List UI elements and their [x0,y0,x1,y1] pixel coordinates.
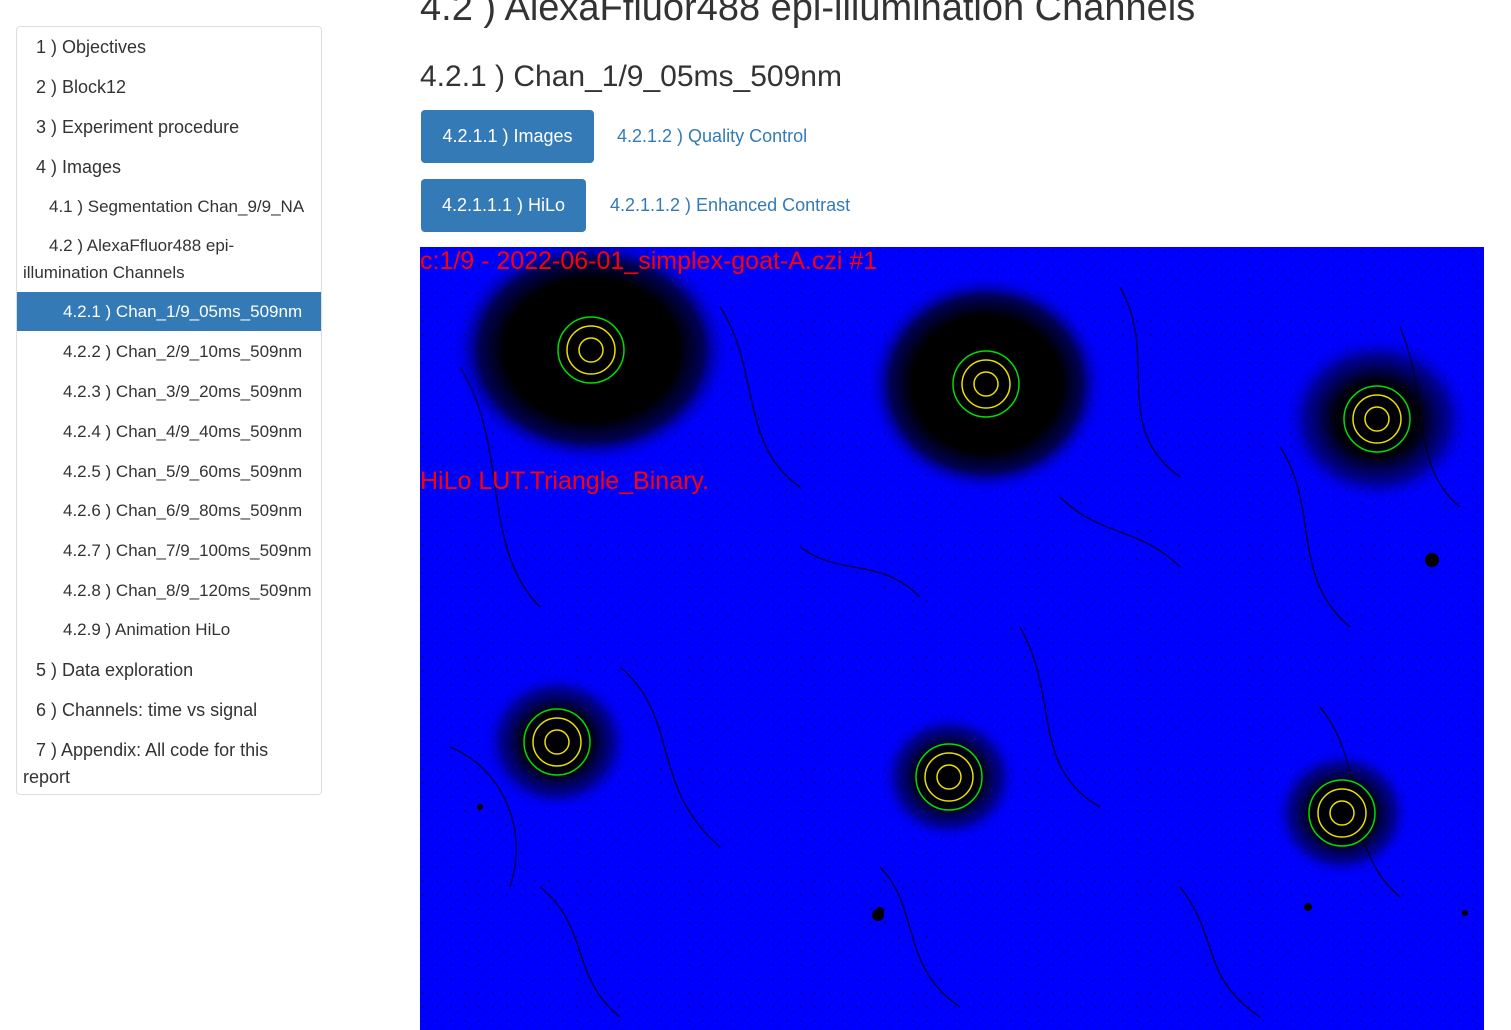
tab-images[interactable]: 4.2.1.1 ) Images [421,110,594,163]
toc-item-objectives[interactable]: 1 ) Objectives [36,37,147,57]
toc-item-chan-7[interactable]: 4.2.7 ) Chan_7/9_100ms_509nm [63,541,312,560]
toc-item-alexafluor-channels[interactable]: 4.2 ) AlexaFfluor488 epi-illumination Ch… [23,236,235,282]
subsection-title: 4.2.1 ) Chan_1/9_05ms_509nm [420,60,842,93]
toc-item-chan-6[interactable]: 4.2.6 ) Chan_6/9_80ms_509nm [63,501,303,520]
spot-3 [1282,334,1472,504]
tab-quality-control[interactable]: 4.2.1.2 ) Quality Control [617,126,808,146]
toc-item-chan-2[interactable]: 4.2.2 ) Chan_2/9_10ms_509nm [63,342,303,361]
toc-item-appendix[interactable]: 7 ) Appendix: All code for this report [23,740,269,787]
toc-item-animation-hilo[interactable]: 4.2.9 ) Animation HiLo [63,620,231,639]
spot-5 [879,712,1019,842]
microscopy-image-canvas [420,247,1484,1030]
toc-item-chan-5[interactable]: 4.2.5 ) Chan_5/9_60ms_509nm [63,462,303,481]
image-caption-mid: HiLo LUT.Triangle_Binary. [420,467,710,495]
spot-4 [482,672,632,812]
microscopy-image: c:1/9 - 2022-06-01_simplex-goat-A.czi #1… [420,247,1484,1030]
toc-item-channels-time-vs-signal[interactable]: 6 ) Channels: time vs signal [36,700,258,720]
tab-hilo[interactable]: 4.2.1.1.1 ) HiLo [421,179,586,232]
image-caption-top: c:1/9 - 2022-06-01_simplex-goat-A.czi #1 [420,247,878,275]
toc-item-chan-4[interactable]: 4.2.4 ) Chan_4/9_40ms_509nm [63,422,303,441]
toc-item-data-exploration[interactable]: 5 ) Data exploration [36,660,194,680]
toc-sidebar: 1 ) Objectives 2 ) Block12 3 ) Experimen… [16,26,322,795]
section-title: 4.2 ) AlexaFfluor488 epi-illumination Ch… [420,0,1196,29]
toc-item-chan-8[interactable]: 4.2.8 ) Chan_8/9_120ms_509nm [63,581,312,600]
toc-item-images[interactable]: 4 ) Images [36,157,122,177]
toc-item-experiment-procedure[interactable]: 3 ) Experiment procedure [36,117,240,137]
spot-1 [451,247,731,465]
toc-item-block12[interactable]: 2 ) Block12 [36,77,127,97]
toc-item-chan-3[interactable]: 4.2.3 ) Chan_3/9_20ms_509nm [63,382,303,401]
spot-2 [866,274,1106,494]
toc-item-chan-1[interactable]: 4.2.1 ) Chan_1/9_05ms_509nm [17,292,321,331]
debris-specks [477,553,1468,921]
tab-enhanced-contrast[interactable]: 4.2.1.1.2 ) Enhanced Contrast [610,195,851,215]
toc-item-segmentation[interactable]: 4.1 ) Segmentation Chan_9/9_NA [49,197,305,216]
fiber-strands [449,286,1461,1018]
spot-6 [1272,748,1412,878]
